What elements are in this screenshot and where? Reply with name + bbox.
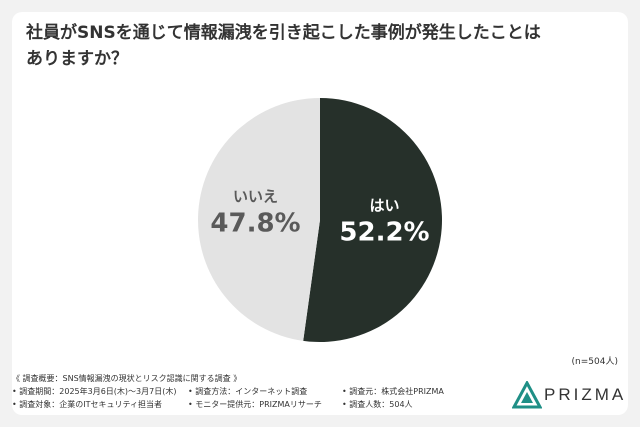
prizma-logo-text: PRIZMA bbox=[544, 385, 627, 404]
survey-target: • 調査対象：企業のITセキュリティ担当者 bbox=[12, 400, 163, 409]
survey-method: • 調査方法：インターネット調査 bbox=[188, 387, 308, 396]
pie-slice-label-1: いいえ bbox=[233, 188, 278, 206]
survey-footer: 《 調査概要：SNS情報漏洩の現状とリスク認識に関する調査 》 • 調査期間：2… bbox=[12, 372, 492, 411]
survey-organizer: • 調査元：株式会社PRIZMA bbox=[342, 387, 444, 396]
chart-title-line-1: 社員がSNSを通じて情報漏洩を引き起こした事例が発生したことは bbox=[26, 23, 541, 43]
chart-title: 社員がSNSを通じて情報漏洩を引き起こした事例が発生したことは ありますか？ bbox=[26, 20, 586, 72]
sample-size-note: (n=504人) bbox=[571, 357, 618, 367]
survey-provider: • モニター提供元：PRIZMAリサーチ bbox=[188, 400, 322, 409]
survey-title: 《 調査概要：SNS情報漏洩の現状とリスク認識に関する調査 》 bbox=[12, 374, 242, 383]
survey-count: • 調査人数：504人 bbox=[342, 400, 413, 409]
pie-slice-value-1: 47.8% bbox=[210, 209, 300, 239]
chart-title-line-2: ありますか？ bbox=[26, 49, 128, 69]
pie-slice-1 bbox=[198, 98, 320, 341]
pie-slice-value-0: 52.2% bbox=[339, 217, 429, 247]
survey-period: • 調査期間：2025年3月6日(木)～3月7日(木) bbox=[12, 387, 177, 396]
prizma-logo: PRIZMA bbox=[512, 381, 623, 411]
pie-slice-label-0: はい bbox=[369, 196, 399, 214]
prizma-logo-icon bbox=[512, 381, 542, 409]
pie-slice-0 bbox=[303, 98, 443, 343]
